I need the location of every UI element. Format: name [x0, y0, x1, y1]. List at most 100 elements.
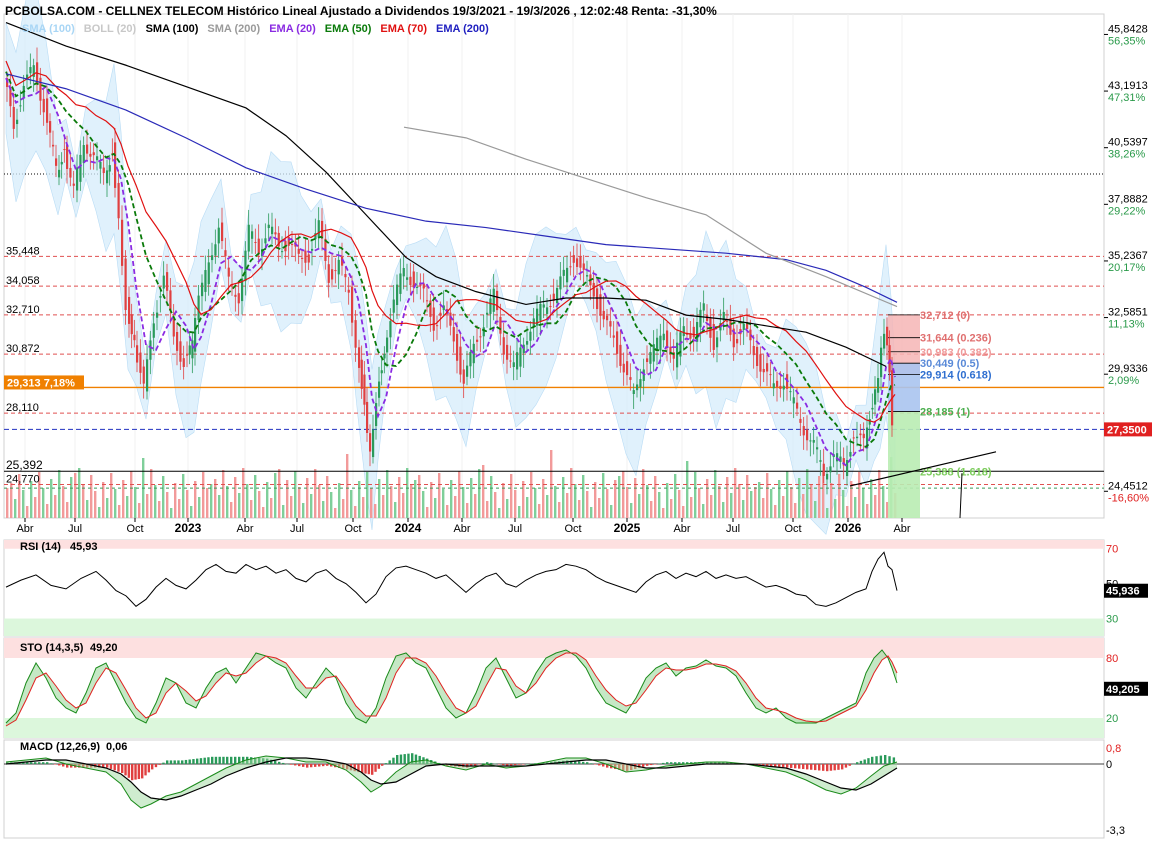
candle-body	[736, 338, 739, 344]
candle-body	[549, 306, 552, 308]
candle-body	[389, 321, 392, 338]
candle-body	[762, 368, 765, 373]
macd-hist-bar	[506, 764, 509, 766]
macd-hist-bar	[686, 762, 689, 764]
volume-bar	[18, 474, 21, 518]
candle-body	[287, 237, 290, 246]
macd-hist-bar	[534, 763, 537, 764]
candle-body	[146, 359, 149, 392]
macd-hist-bar	[121, 764, 124, 773]
macd-tick-label: 0,8	[1106, 743, 1121, 755]
volume-bar	[770, 489, 773, 518]
volume-bar	[434, 498, 437, 518]
volume-bar	[570, 468, 573, 518]
candle-body	[42, 98, 45, 113]
candle-body	[479, 336, 482, 338]
x-tick-label: Abr	[16, 523, 33, 535]
macd-hist-bar	[478, 764, 481, 765]
candle-body	[169, 290, 172, 312]
volume-bar	[454, 496, 457, 518]
legend-item: EMA (50)	[325, 23, 372, 35]
volume-bar	[750, 491, 753, 518]
candle-body	[672, 352, 675, 359]
candle-body	[859, 433, 862, 436]
volume-bar	[130, 471, 133, 518]
volume-bar	[510, 474, 513, 518]
candle-body	[482, 327, 485, 337]
volume-bar	[154, 485, 157, 518]
macd-hist-bar	[670, 762, 673, 764]
macd-hist-bar	[594, 764, 597, 765]
volume-bar	[566, 493, 569, 518]
volume-bar	[846, 506, 849, 518]
volume-bar	[726, 477, 729, 518]
macd-hist-bar	[302, 764, 305, 767]
candle-body	[496, 290, 499, 311]
volume-bar	[866, 504, 869, 518]
volume-bar	[782, 496, 785, 518]
candle-body	[251, 231, 254, 239]
candle-body	[759, 354, 762, 372]
volume-bar	[146, 494, 149, 518]
macd-hist-bar	[396, 755, 399, 764]
x-axis: Abr Jul Oct 2023 Abr Jul Oct 2024 Abr Jul Oct 2025 A…	[16, 518, 911, 535]
candle-body	[619, 344, 622, 366]
macd-fill	[6, 756, 897, 808]
pct-tick-label: 29,22%	[1108, 205, 1146, 217]
volume-bar	[702, 504, 705, 518]
candle-body	[142, 366, 145, 384]
macd-hist-bar	[486, 762, 489, 764]
volume-bar	[186, 490, 189, 518]
volume-bar	[518, 506, 521, 518]
candle-body	[599, 294, 602, 316]
macd-hist-bar	[859, 760, 863, 764]
candle-body	[32, 65, 35, 77]
macd-hist-bar	[294, 764, 297, 766]
rsi-label: RSI (14)	[20, 541, 61, 553]
sto-level-label: 80	[1106, 653, 1118, 665]
macd-hist-bar	[570, 760, 573, 764]
volume-bar	[70, 477, 73, 518]
rsi-level-label: 70	[1106, 544, 1118, 556]
candle-body	[337, 259, 340, 275]
candle-body	[412, 271, 415, 288]
candle-body	[380, 370, 383, 374]
candle-body	[809, 440, 812, 442]
x-tick-label: 2024	[395, 521, 422, 535]
position-label: 29,313 7,18%	[7, 377, 75, 389]
volume-bar	[242, 468, 245, 518]
candle-body	[244, 250, 247, 282]
macd-hist-bar	[638, 764, 641, 768]
candle-body	[829, 466, 832, 473]
macd-hist-bar	[678, 762, 681, 764]
candle-body	[383, 353, 386, 359]
ema200-line	[5, 73, 898, 303]
volume-bar	[746, 475, 749, 518]
volume-bar	[390, 486, 393, 518]
candle-body	[96, 156, 99, 161]
candle-body	[114, 142, 117, 188]
pct-tick-label: 20,17%	[1108, 262, 1146, 274]
macd-hist-bar	[774, 764, 777, 767]
candle-body	[188, 345, 191, 355]
macd-hist-bar	[582, 761, 585, 764]
macd-hist-bar	[124, 764, 127, 776]
candle-body	[108, 165, 111, 172]
candle-body	[128, 296, 131, 324]
volume-bar	[202, 472, 205, 518]
macd-hist-bar	[833, 764, 836, 771]
volume-bar	[862, 488, 865, 518]
candle-body	[69, 167, 72, 178]
legend-item: EMA (20)	[269, 23, 316, 35]
candle-body	[72, 183, 75, 186]
volume-bar	[558, 502, 561, 518]
macd-hist-bar	[642, 764, 645, 767]
x-tick-label: 2026	[835, 521, 862, 535]
candle-body	[191, 340, 194, 359]
legend-item: SMA (100)	[146, 23, 199, 35]
volume-bar	[78, 468, 81, 518]
candle-body	[636, 384, 639, 391]
volume-bar	[22, 490, 25, 518]
volume-bar	[670, 499, 673, 518]
